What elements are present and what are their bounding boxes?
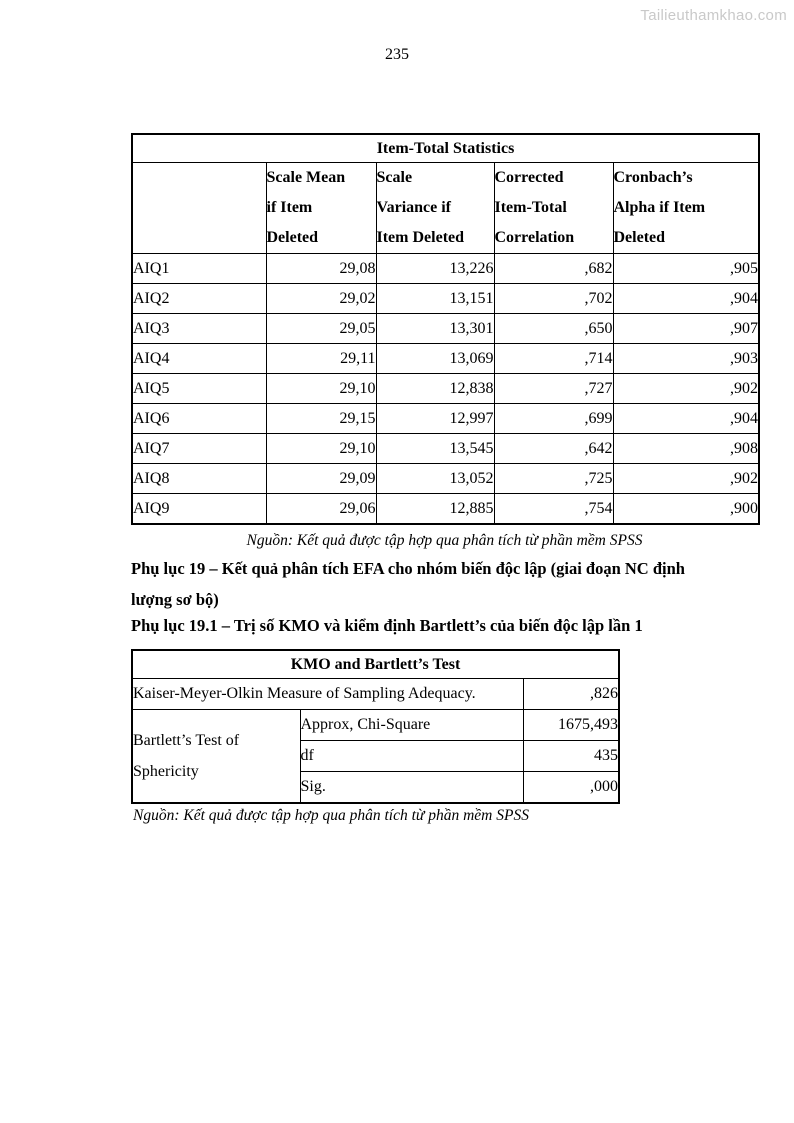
df-value: 435 (522, 740, 620, 772)
cell-value: ,902 (612, 373, 760, 404)
table-row: AIQ3 29,05 13,301 ,650 ,907 (131, 313, 760, 344)
row-label: AIQ5 (131, 373, 267, 404)
cell-value: ,900 (612, 493, 760, 525)
kmo-measure-row: Kaiser-Meyer-Olkin Measure of Sampling A… (131, 678, 620, 710)
item-total-table-title: Item-Total Statistics (131, 133, 760, 163)
cell-value: 29,15 (265, 403, 377, 434)
row-label: AIQ7 (131, 433, 267, 464)
row-label: AIQ6 (131, 403, 267, 434)
column-header-cronbach-alpha: Cronbach’s Alpha if Item Deleted (612, 162, 760, 254)
cell-value: 13,069 (375, 343, 495, 374)
watermark-text: Tailieuthamkhao.com (640, 7, 787, 24)
source-note: Nguồn: Kết quả được tập hợp qua phân tíc… (246, 532, 643, 549)
chi-square-label: Approx, Chi-Square (299, 709, 524, 741)
cell-value: 13,301 (375, 313, 495, 344)
column-header-scale-mean: Scale Mean if Item Deleted (265, 162, 377, 254)
cell-value: ,904 (612, 283, 760, 314)
bartlett-chi-square-row: Bartlett’s Test of Sphericity Approx, Ch… (131, 709, 620, 804)
source-note: Nguồn: Kết quả được tập hợp qua phân tíc… (133, 807, 529, 824)
sig-value: ,000 (522, 771, 620, 804)
kmo-table-title: KMO and Bartlett’s Test (131, 649, 620, 679)
cell-value: ,682 (493, 253, 614, 284)
cell-value: 12,885 (375, 493, 495, 525)
cell-value: ,908 (612, 433, 760, 464)
empty-header-cell (131, 162, 267, 254)
cell-value: ,642 (493, 433, 614, 464)
cell-value: 29,10 (265, 373, 377, 404)
cell-value: 13,151 (375, 283, 495, 314)
row-label: AIQ9 (131, 493, 267, 525)
row-label: AIQ4 (131, 343, 267, 374)
table-row: AIQ6 29,15 12,997 ,699 ,904 (131, 403, 760, 434)
cell-value: 29,10 (265, 433, 377, 464)
chi-square-value: 1675,493 (522, 709, 620, 741)
cell-value: 29,02 (265, 283, 377, 314)
bartlett-test-label: Bartlett’s Test of Sphericity (131, 709, 301, 804)
cell-value: 29,09 (265, 463, 377, 494)
cell-value: 12,838 (375, 373, 495, 404)
cell-value: ,725 (493, 463, 614, 494)
cell-value: ,699 (493, 403, 614, 434)
cell-value: ,903 (612, 343, 760, 374)
df-label: df (299, 740, 524, 772)
page-number: 235 (385, 46, 409, 63)
table-row: AIQ7 29,10 13,545 ,642 ,908 (131, 433, 760, 464)
sig-label: Sig. (299, 771, 524, 804)
column-header-corrected-correlation: Corrected Item-Total Correlation (493, 162, 614, 254)
cell-value: ,907 (612, 313, 760, 344)
cell-value: 13,545 (375, 433, 495, 464)
cell-value: ,727 (493, 373, 614, 404)
cell-value: 13,226 (375, 253, 495, 284)
table-row: AIQ8 29,09 13,052 ,725 ,902 (131, 463, 760, 494)
cell-value: ,650 (493, 313, 614, 344)
bartlett-sig-row: Sig. ,000 (132, 771, 620, 804)
cell-value: 29,06 (265, 493, 377, 525)
table-row: AIQ5 29,10 12,838 ,727 ,902 (131, 373, 760, 404)
cell-value: 29,11 (265, 343, 377, 374)
table-row: AIQ2 29,02 13,151 ,702 ,904 (131, 283, 760, 314)
cell-value: ,905 (612, 253, 760, 284)
kmo-measure-value: ,826 (522, 678, 620, 710)
cell-value: ,902 (612, 463, 760, 494)
cell-value: 12,997 (375, 403, 495, 434)
cell-value: ,714 (493, 343, 614, 374)
bartlett-df-row: df 435 (132, 740, 620, 772)
appendix-19-1-heading: Phụ lục 19.1 – Trị số KMO và kiểm định B… (131, 616, 643, 635)
row-label: AIQ3 (131, 313, 267, 344)
column-header-scale-variance: Scale Variance if Item Deleted (375, 162, 495, 254)
row-label: AIQ2 (131, 283, 267, 314)
cell-value: 13,052 (375, 463, 495, 494)
row-label: AIQ8 (131, 463, 267, 494)
cell-value: ,754 (493, 493, 614, 525)
cell-value: 29,05 (265, 313, 377, 344)
row-label: AIQ1 (131, 253, 267, 284)
appendix-19-heading: Phụ lục 19 – Kết quả phân tích EFA cho n… (131, 559, 685, 609)
cell-value: ,904 (612, 403, 760, 434)
table-row: AIQ9 29,06 12,885 ,754 ,900 (131, 493, 760, 525)
header-row: Scale Mean if Item Deleted Scale Varianc… (131, 162, 760, 254)
kmo-measure-label: Kaiser-Meyer-Olkin Measure of Sampling A… (131, 678, 524, 710)
kmo-bartlett-table: KMO and Bartlett’s Test Kaiser-Meyer-Olk… (131, 649, 621, 804)
cell-value: ,702 (493, 283, 614, 314)
table-row: AIQ4 29,11 13,069 ,714 ,903 (131, 343, 760, 374)
item-total-statistics-table: Item-Total Statistics Scale Mean if Item… (131, 133, 761, 525)
cell-value: 29,08 (265, 253, 377, 284)
table-row: AIQ1 29,08 13,226 ,682 ,905 (131, 253, 760, 284)
